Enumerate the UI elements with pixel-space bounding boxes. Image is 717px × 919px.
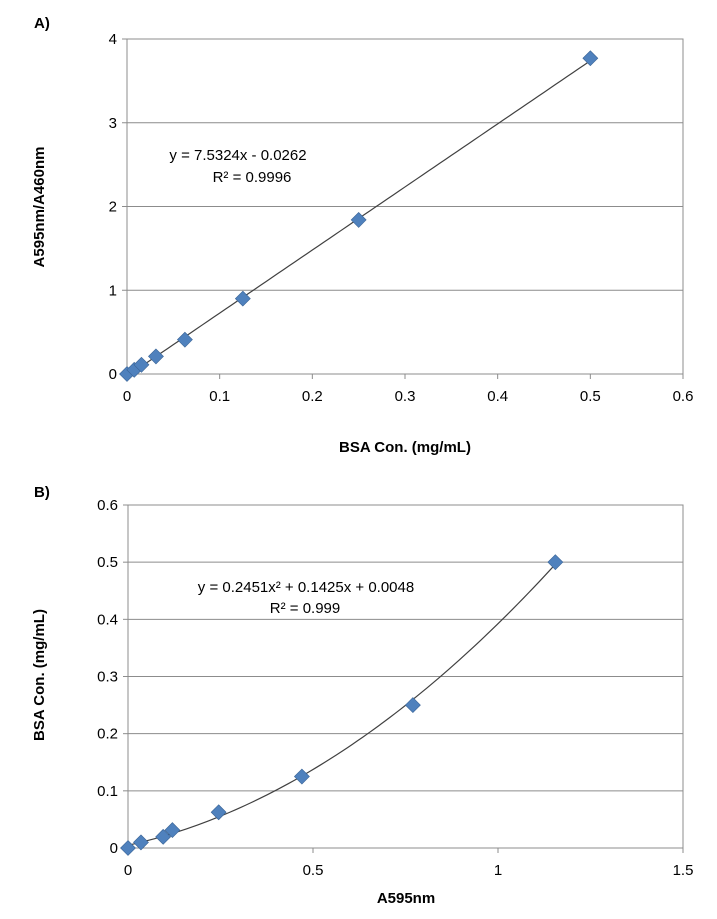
data-point-a — [148, 348, 164, 365]
trendline-b — [127, 563, 556, 846]
x-axis-title-b: A595nm — [377, 890, 435, 907]
y-tick-label-b: 0.4 — [97, 611, 118, 628]
data-point-a — [234, 290, 251, 307]
x-tick-label-b: 0 — [124, 862, 132, 879]
y-axis-title-b: BSA Con. (mg/mL) — [31, 609, 48, 741]
y-tick-label-a: 4 — [109, 31, 117, 48]
x-tick-label-a: 0.2 — [302, 388, 323, 405]
x-tick-label-a: 0.4 — [487, 388, 508, 405]
data-point-b — [120, 840, 136, 856]
data-point-a — [350, 211, 367, 228]
y-tick-label-a: 0 — [109, 366, 117, 383]
y-tick-label-a: 3 — [109, 115, 117, 132]
equation-label-a: y = 7.5324x - 0.0262 — [169, 147, 306, 164]
data-point-a — [176, 331, 193, 348]
data-point-b — [210, 804, 227, 821]
data-point-b — [547, 554, 564, 571]
data-point-b — [133, 834, 149, 851]
x-tick-label-a: 0.3 — [395, 388, 416, 405]
data-point-b — [164, 822, 181, 839]
chart-b: B) 0 0.1 0.2 0.3 0.4 0.5 0.6 0 0.5 1 1.5 y = 0.245… — [31, 484, 693, 907]
y-axis-title-a: A595nm/A460nm — [31, 147, 48, 268]
r-squared-label-b: R² = 0.999 — [270, 600, 340, 617]
x-tick-label-b: 0.5 — [303, 862, 324, 879]
data-point-b — [155, 828, 172, 845]
x-tick-label-a: 0.6 — [673, 388, 694, 405]
y-tick-label-a: 1 — [109, 282, 117, 299]
panel-label-b: B) — [34, 484, 50, 501]
chart-a: A) 0 1 2 3 4 0 0.1 0.2 0.3 0.4 0.5 0.6 y = 7.5324x … — [31, 15, 693, 456]
data-point-b — [404, 697, 421, 714]
data-point-b — [293, 768, 310, 785]
x-tick-label-a: 0.5 — [580, 388, 601, 405]
equation-label-b: y = 0.2451x² + 0.1425x + 0.0048 — [198, 579, 414, 596]
y-tick-label-b: 0.2 — [97, 726, 118, 743]
x-axis-title-a: BSA Con. (mg/mL) — [339, 439, 471, 456]
y-tick-label-b: 0.1 — [97, 783, 118, 800]
y-tick-label-a: 2 — [109, 199, 117, 216]
y-tick-label-b: 0.6 — [97, 497, 118, 514]
y-tick-label-b: 0.3 — [97, 669, 118, 686]
x-tick-label-a: 0 — [123, 388, 131, 405]
x-tick-label-b: 1.5 — [673, 862, 694, 879]
y-tick-label-b: 0.5 — [97, 554, 118, 571]
data-point-a — [582, 50, 599, 67]
panel-label-a: A) — [34, 15, 50, 32]
data-point-a — [133, 356, 150, 373]
r-squared-label-a: R² = 0.9996 — [213, 169, 292, 186]
y-tick-label-b: 0 — [110, 840, 118, 857]
x-tick-label-a: 0.1 — [209, 388, 230, 405]
x-tick-label-b: 1 — [494, 862, 502, 879]
